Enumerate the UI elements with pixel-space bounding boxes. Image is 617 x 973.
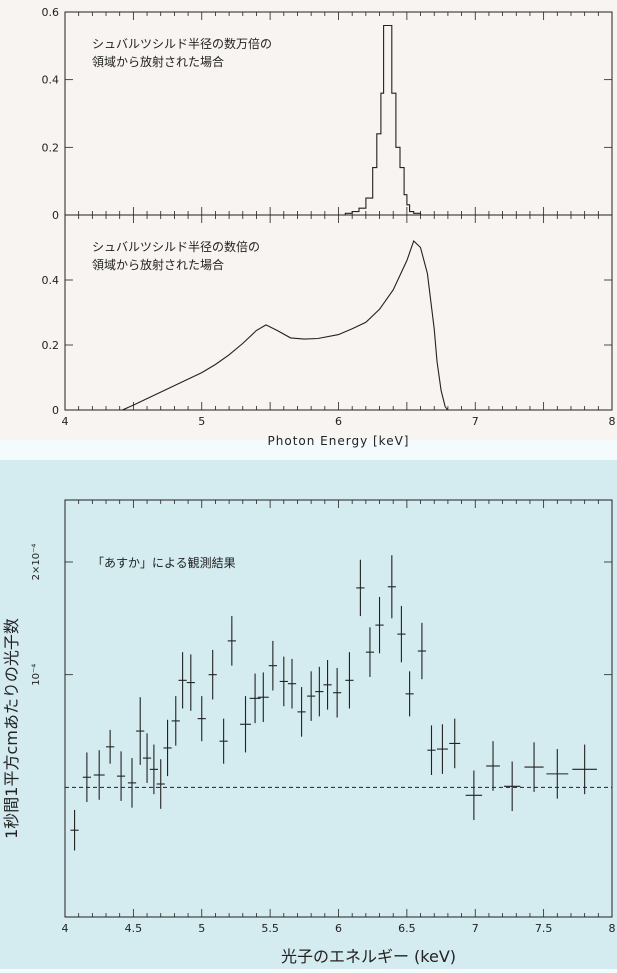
x-tick-label: 7 (472, 922, 479, 935)
y-tick-label: 10⁻⁴ (31, 664, 42, 686)
observation-panel: 「あすか」による観測結果 光子のエネルギー (keV) 1秒間1平方cmあたりの… (2, 499, 616, 966)
data-point (257, 672, 269, 723)
data-point (197, 696, 206, 742)
upper-annotation-line-1: シュバルツシルド半径の数万倍の (92, 36, 272, 51)
data-point (279, 656, 288, 707)
observation-x-axis-label: 光子のエネルギー (keV) (281, 947, 456, 966)
data-point (70, 809, 79, 851)
y-tick-label: 0.4 (42, 274, 60, 287)
data-point (375, 596, 384, 654)
data-point (333, 667, 342, 718)
data-point (503, 761, 521, 812)
data-point (240, 696, 251, 753)
middle-annotation-line-2: 領域から放射された場合 (92, 257, 224, 272)
data-point (486, 741, 500, 791)
x-tick-label: 4.5 (125, 922, 143, 935)
x-tick-label: 6.5 (398, 922, 416, 935)
data-point (171, 696, 180, 746)
data-point (417, 622, 427, 680)
lower-panel-background (0, 460, 617, 969)
data-point (397, 605, 406, 663)
middle-x-axis-label: Photon Energy [keV] (268, 434, 410, 448)
data-point (323, 660, 332, 710)
observation-y-axis-label: 1秒間1平方cmあたりの光子数 (2, 618, 21, 839)
data-point (93, 750, 105, 800)
y-tick-label: 0.6 (42, 6, 60, 19)
data-point (449, 718, 461, 769)
data-point (465, 770, 483, 821)
data-point (116, 751, 126, 801)
data-point (524, 742, 544, 792)
middle-annotation-line-1: シュバルツシルド半径の数倍の (92, 239, 260, 254)
data-point (149, 744, 158, 795)
upper-panels-background (0, 0, 617, 440)
data-point (156, 759, 165, 809)
x-tick-label: 6 (335, 415, 342, 428)
data-point (268, 640, 277, 691)
data-point (546, 749, 569, 799)
data-point (345, 652, 354, 709)
data-point (297, 687, 306, 737)
data-point (127, 758, 137, 808)
x-tick-label: 8 (609, 415, 616, 428)
data-point (315, 666, 324, 717)
data-point (436, 724, 448, 774)
x-tick-label: 4 (62, 415, 69, 428)
data-point (405, 671, 414, 717)
data-point (178, 652, 187, 709)
data-point (572, 744, 597, 795)
x-tick-label: 5 (198, 922, 205, 935)
x-tick-label: 5.5 (261, 922, 279, 935)
x-tick-label: 6 (335, 922, 342, 935)
data-point (387, 555, 396, 619)
data-point (163, 719, 172, 777)
x-tick-label: 7 (472, 415, 479, 428)
data-point (427, 725, 436, 775)
data-point (136, 697, 145, 765)
data-point (106, 729, 115, 764)
middle-spectrum-panel: シュバルツシルド半径の数倍の 領域から放射された場合 Photon Energy… (42, 214, 616, 448)
x-tick-label: 7.5 (535, 922, 553, 935)
y-tick-label: 0.2 (42, 141, 60, 154)
data-point (219, 718, 228, 764)
data-point (142, 733, 152, 783)
upper-spectrum-panel: シュバルツシルド半径の数万倍の 領域から放射された場合 0 0.2 0.4 0.6 (42, 6, 613, 222)
spectrum-line (122, 240, 449, 411)
observation-title: 「あすか」による観測結果 (92, 556, 236, 570)
data-point (208, 649, 217, 700)
spectrum-line (65, 24, 612, 216)
data-point (227, 616, 236, 666)
y-tick-label: 2×10⁻⁴ (31, 544, 42, 581)
data-point (249, 673, 261, 724)
y-tick-label: 0.4 (42, 74, 60, 87)
y-tick-label: 0 (52, 209, 59, 222)
data-point (365, 627, 375, 677)
x-tick-label: 8 (609, 922, 616, 935)
data-point (287, 658, 297, 709)
y-tick-label: 0.2 (42, 339, 60, 352)
x-tick-label: 4 (62, 922, 69, 935)
data-point (356, 559, 365, 617)
x-tick-label: 5 (198, 415, 205, 428)
data-point (186, 654, 195, 711)
upper-annotation-line-2: 領域から放射された場合 (92, 54, 224, 69)
y-tick-label: 0 (52, 404, 59, 417)
data-point (82, 752, 91, 803)
data-point (307, 671, 316, 721)
